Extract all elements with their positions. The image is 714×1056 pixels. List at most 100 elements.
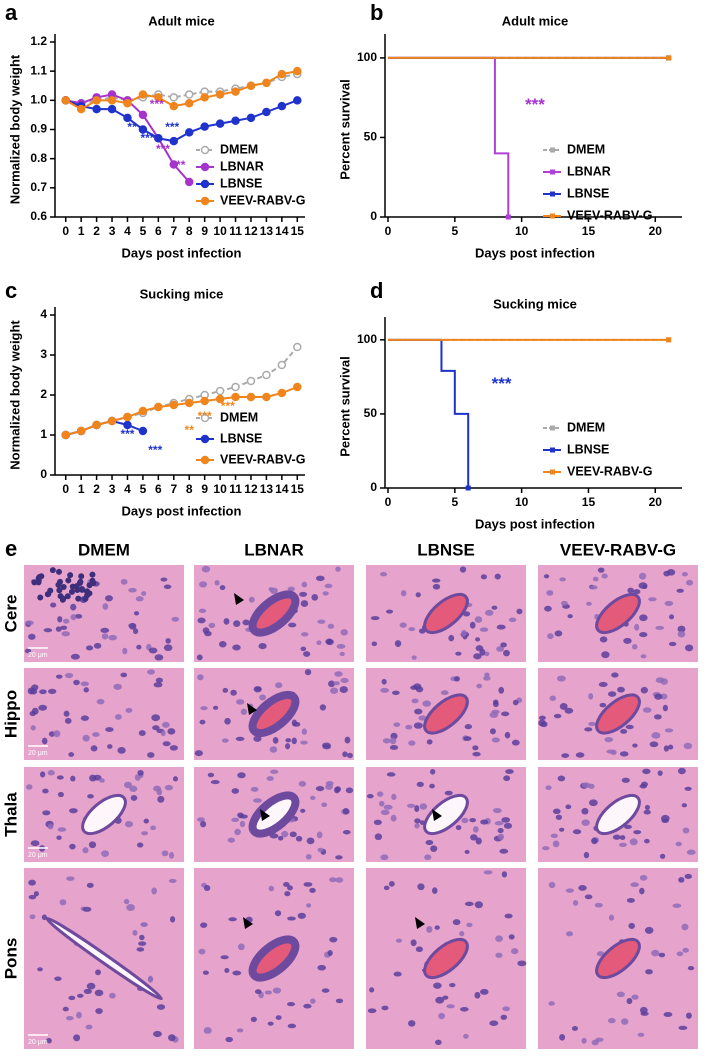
cell-nucleus	[258, 643, 267, 650]
x-tick-label: 4	[124, 224, 131, 238]
legend-label: DMEM	[567, 142, 605, 156]
cell-nucleus	[165, 638, 171, 644]
cell-nucleus	[315, 575, 325, 582]
legend-label: LBNSE	[220, 431, 262, 445]
cell-nucleus	[686, 849, 696, 855]
data-point	[138, 90, 148, 99]
panel-label: d	[370, 278, 383, 303]
arrowhead	[247, 703, 257, 715]
cell-nucleus	[57, 616, 63, 623]
legend-marker	[200, 179, 210, 189]
cell-nucleus	[410, 939, 417, 947]
vessel	[45, 916, 163, 1001]
cell-nucleus	[248, 596, 255, 603]
cell-nucleus	[491, 605, 498, 610]
x-tick-label: 10	[213, 224, 227, 238]
cell-nucleus	[147, 752, 155, 758]
cell-nucleus	[153, 682, 163, 688]
vessel	[423, 793, 469, 836]
data-point	[215, 394, 225, 404]
significance-mark: ***	[141, 131, 155, 145]
data-point	[169, 136, 179, 146]
x-tick-label: 15	[582, 224, 596, 238]
cell-nucleus	[408, 627, 416, 632]
cell-nucleus	[405, 724, 413, 730]
cell-nucleus	[89, 774, 97, 782]
cell-nucleus	[24, 648, 32, 654]
cell-nucleus	[567, 614, 573, 619]
x-tick-label: 7	[170, 482, 177, 496]
cell-nucleus	[202, 970, 209, 975]
cell-nucleus	[277, 836, 284, 841]
data-point	[231, 382, 240, 392]
cell-nucleus	[472, 751, 481, 757]
data-point	[92, 420, 101, 430]
cell-nucleus	[430, 845, 438, 852]
arrowhead	[260, 809, 270, 821]
cell-nucleus	[631, 994, 639, 1000]
cell-nucleus	[516, 608, 523, 615]
cell-nucleus	[469, 621, 476, 629]
cell-nucleus	[491, 737, 500, 743]
cell-nucleus	[198, 608, 207, 614]
cell-nucleus	[200, 820, 207, 828]
cell-nucleus	[272, 987, 282, 994]
significance-mark: ***	[165, 120, 179, 134]
cell-nucleus	[561, 600, 568, 606]
cell-nucleus	[240, 708, 247, 715]
cell-nucleus	[414, 823, 420, 829]
legend-marker	[200, 455, 210, 465]
cell-nucleus	[483, 675, 491, 681]
chart-title: Adult mice	[148, 13, 214, 28]
cell-nucleus	[559, 1034, 566, 1041]
cell-nucleus	[633, 589, 641, 595]
cell-nucleus	[288, 622, 297, 628]
cell-nucleus	[237, 943, 245, 951]
cell-nucleus	[542, 846, 550, 851]
cell-nucleus	[139, 934, 145, 941]
cell-nucleus	[340, 677, 349, 684]
cell-nucleus	[250, 1016, 257, 1023]
cell-nucleus	[511, 739, 520, 746]
cell-nucleus	[232, 970, 242, 976]
vessel	[595, 793, 641, 836]
cell-nucleus	[575, 752, 585, 758]
cell-nucleus	[234, 828, 241, 836]
cell-nucleus	[435, 1039, 442, 1045]
cell-nucleus	[85, 1024, 93, 1030]
cell-nucleus	[408, 740, 416, 746]
micrograph	[24, 565, 184, 662]
cell-nucleus	[304, 668, 312, 676]
cell-nucleus	[329, 936, 338, 943]
cell-cluster	[37, 594, 44, 601]
cell-nucleus	[305, 854, 312, 860]
cell-nucleus	[601, 573, 608, 579]
cell-nucleus	[497, 827, 504, 834]
cell-nucleus	[595, 1037, 604, 1042]
cell-nucleus	[90, 745, 98, 752]
y-tick-label: 50	[364, 406, 378, 420]
cell-nucleus	[548, 1001, 555, 1006]
cell-nucleus	[480, 574, 487, 580]
cell-nucleus	[301, 632, 309, 637]
cell-nucleus	[601, 651, 610, 659]
y-tick-label: 1.2	[30, 34, 47, 48]
cell-nucleus	[120, 672, 128, 678]
x-tick-label: 5	[451, 224, 458, 238]
cell-nucleus	[197, 674, 204, 681]
cell-nucleus	[105, 727, 114, 733]
significance-mark: ***	[171, 158, 185, 172]
column-header: DMEM	[78, 540, 130, 559]
cell-nucleus	[383, 885, 390, 891]
cell-nucleus	[157, 795, 165, 803]
cell-nucleus	[196, 654, 203, 661]
cell-nucleus	[42, 788, 49, 794]
x-tick-label: 7	[170, 224, 177, 238]
cell-nucleus	[556, 675, 566, 682]
cell-nucleus	[80, 715, 90, 721]
cell-cluster	[89, 577, 96, 584]
y-tick-label: 100	[357, 50, 377, 64]
cell-nucleus	[369, 987, 375, 993]
cell-nucleus	[267, 1021, 274, 1026]
cell-nucleus	[203, 1027, 212, 1034]
